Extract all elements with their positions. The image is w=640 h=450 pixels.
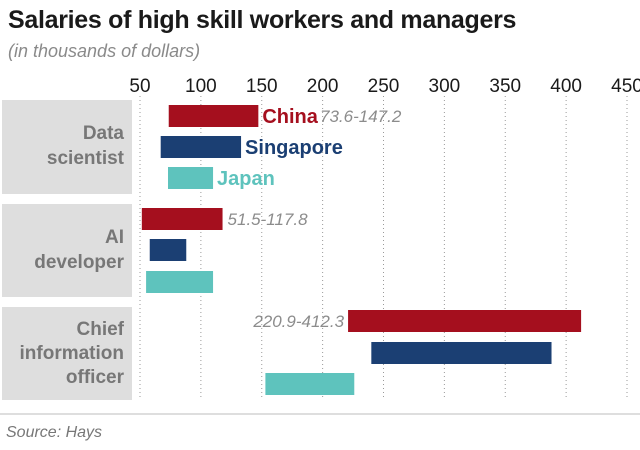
- bar-china-ai-developer: [141, 208, 223, 230]
- range-label-china-chief-information-officer: 220.9-412.3: [252, 312, 344, 331]
- category-label-chief-information-officer: Chief information officer: [20, 319, 125, 388]
- group-bg-ai-developer: [2, 204, 132, 297]
- range-label-china-data-scientist: 73.6-147.2: [320, 107, 402, 126]
- x-tick-label-150: 150: [246, 76, 278, 97]
- bar-china-chief-information-officer: [348, 310, 582, 332]
- x-tick-label-300: 300: [429, 76, 461, 97]
- bar-china-data-scientist: [168, 105, 259, 127]
- x-tick-label-200: 200: [307, 76, 339, 97]
- bar-singapore-data-scientist: [160, 136, 242, 158]
- legend-label-china: China: [262, 106, 318, 128]
- legend-label-japan: Japan: [217, 168, 275, 190]
- group-bg-chief-information-officer: [2, 307, 132, 400]
- bar-singapore-ai-developer: [149, 239, 187, 261]
- bar-japan-chief-information-officer: [265, 373, 355, 395]
- group-bg-data-scientist: [2, 100, 132, 194]
- source-note: Source: Hays: [6, 424, 103, 441]
- category-label-data-scientist: Data scientist: [47, 123, 125, 169]
- x-tick-label-400: 400: [550, 76, 582, 97]
- legend-label-singapore: Singapore: [245, 137, 343, 159]
- bar-japan-data-scientist: [168, 167, 214, 189]
- bar-singapore-chief-information-officer: [371, 342, 552, 364]
- chart-title: Salaries of high skill workers and manag…: [8, 6, 517, 34]
- x-tick-label-250: 250: [368, 76, 400, 97]
- bar-japan-ai-developer: [146, 271, 214, 293]
- x-tick-label-50: 50: [129, 76, 150, 97]
- x-tick-label-100: 100: [185, 76, 217, 97]
- chart-subtitle: (in thousands of dollars): [8, 41, 201, 61]
- x-tick-label-450: 450: [611, 76, 640, 97]
- category-label-ai-developer: AI developer: [34, 227, 124, 273]
- x-tick-label-350: 350: [489, 76, 521, 97]
- range-label-china-ai-developer: 51.5-117.8: [228, 210, 309, 229]
